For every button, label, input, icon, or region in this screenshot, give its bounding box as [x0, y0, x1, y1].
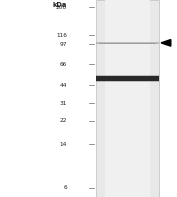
Text: kDa: kDa: [53, 2, 67, 8]
Bar: [96, 76, 159, 81]
Bar: [105, 0, 150, 197]
Text: 66: 66: [60, 62, 67, 67]
Polygon shape: [161, 40, 171, 46]
Text: 200: 200: [56, 5, 67, 10]
Text: 116: 116: [56, 33, 67, 38]
Text: 97: 97: [60, 42, 67, 47]
Bar: [96, 42, 159, 44]
Text: 6: 6: [64, 185, 67, 190]
Text: 31: 31: [60, 101, 67, 106]
Text: 44: 44: [60, 83, 67, 88]
Bar: [99, 43, 156, 44]
Bar: [96, 0, 159, 197]
Text: 22: 22: [60, 118, 67, 123]
Text: 14: 14: [60, 141, 67, 147]
Bar: [96, 75, 159, 82]
